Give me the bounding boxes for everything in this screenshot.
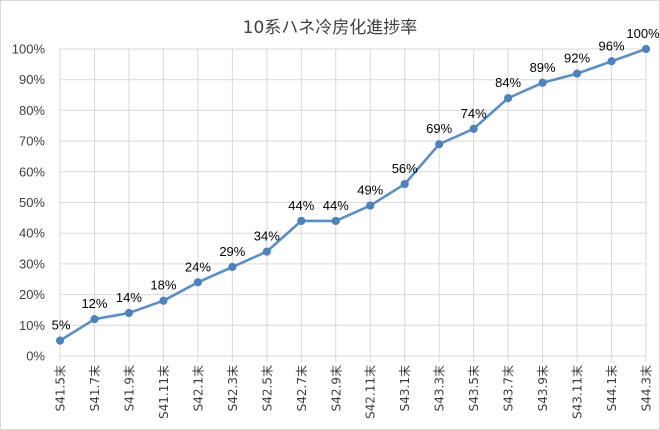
x-tick-label: S42.3末: [226, 365, 240, 411]
x-tick-label: S44.1末: [605, 365, 619, 411]
y-axis-ticks: 0% 10% 20% 30% 40% 50% 60% 70% 80% 90% 100%: [12, 42, 46, 364]
data-label: 49%: [357, 183, 383, 198]
data-label: 29%: [219, 244, 245, 259]
x-tick-label: S41.7末: [88, 365, 102, 411]
y-tick-label: 0%: [26, 349, 45, 364]
y-tick-label: 10%: [19, 318, 45, 333]
data-label: 96%: [599, 38, 625, 53]
x-tick-label: S42.1末: [191, 365, 205, 411]
data-point: [90, 315, 99, 324]
x-axis-ticks: S41.5末 S41.7末 S41.9末 S41.11末 S42.1末 S42.3末 S42…: [54, 365, 654, 419]
chart-title: 10系ハネ冷房化進捗率: [243, 18, 418, 38]
y-tick-label: 70%: [19, 134, 45, 149]
series: [55, 44, 651, 345]
data-label: 89%: [530, 60, 556, 75]
y-tick-label: 100%: [12, 42, 46, 57]
data-label: 18%: [150, 278, 176, 293]
y-tick-label: 60%: [19, 164, 45, 179]
data-label: 44%: [323, 198, 349, 213]
data-label: 34%: [254, 229, 280, 244]
data-point: [193, 278, 202, 287]
data-point: [297, 216, 306, 226]
data-point: [641, 44, 651, 54]
gridlines: [59, 48, 647, 362]
data-point: [331, 216, 340, 226]
data-point: [262, 247, 271, 256]
y-tick-label: 80%: [19, 103, 45, 118]
x-tick-label: S41.11末: [157, 365, 171, 419]
data-label: 12%: [81, 296, 107, 311]
data-labels: 5% 12% 14% 18% 24% 29% 34% 44% 44% 49% 56% 69% 74% 84…: [52, 26, 659, 333]
y-tick-label: 50%: [19, 195, 45, 210]
y-tick-label: 30%: [19, 256, 45, 271]
x-tick-label: S43.7末: [502, 365, 516, 411]
data-label: 14%: [116, 290, 142, 305]
data-point: [124, 308, 134, 318]
data-point: [538, 78, 547, 87]
x-tick-label: S43.1末: [398, 365, 412, 411]
data-label: 100%: [626, 26, 659, 41]
data-label: 5%: [52, 318, 71, 333]
x-tick-label: S43.3末: [433, 365, 447, 411]
data-point: [400, 179, 409, 189]
data-point: [469, 124, 478, 133]
data-point: [228, 262, 237, 272]
data-label: 84%: [495, 75, 521, 90]
data-point: [366, 201, 375, 210]
x-tick-label: S41.5末: [54, 365, 68, 411]
data-label: 56%: [392, 161, 418, 176]
x-tick-label: S42.5末: [260, 365, 274, 411]
data-point: [159, 296, 168, 305]
data-point: [55, 336, 65, 345]
x-tick-label: S43.11末: [571, 365, 585, 419]
data-point: [435, 140, 444, 149]
x-tick-label: S42.7末: [295, 365, 309, 411]
x-tick-label: S42.11末: [364, 365, 378, 419]
data-label: 44%: [288, 198, 314, 213]
data-point: [607, 57, 616, 66]
x-tick-label: S43.5末: [467, 365, 481, 411]
y-tick-label: 90%: [19, 72, 45, 87]
data-label: 92%: [564, 51, 590, 66]
y-tick-label: 20%: [19, 287, 45, 302]
data-point: [504, 94, 513, 103]
series-line: [59, 47, 647, 342]
x-tick-label: S41.9末: [122, 365, 136, 411]
data-point: [572, 69, 582, 78]
data-label: 24%: [185, 259, 211, 274]
x-tick-label: S43.9末: [536, 365, 550, 411]
data-label: 74%: [461, 106, 487, 121]
data-label: 69%: [426, 121, 452, 136]
x-tick-label: S42.9末: [329, 365, 343, 411]
y-tick-label: 40%: [19, 226, 45, 241]
x-tick-label: S44.3末: [640, 365, 654, 411]
